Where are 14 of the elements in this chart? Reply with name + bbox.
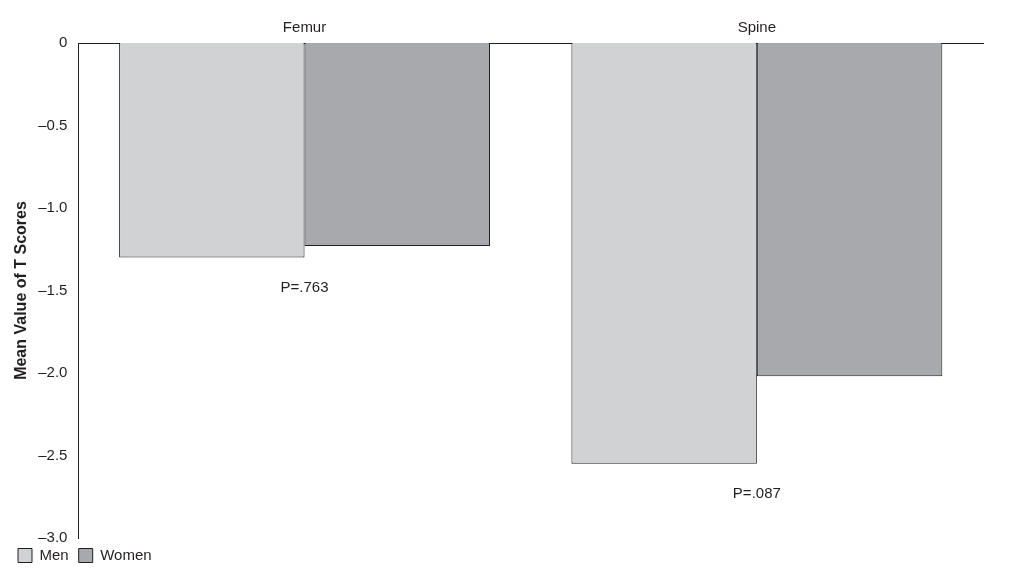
y-tick-label: –3.0 <box>38 528 68 546</box>
y-tick-label: –0.5 <box>38 115 68 133</box>
y-tick-label: –1.5 <box>38 280 68 298</box>
legend-label: Men <box>39 545 69 563</box>
y-tick-label: –2.5 <box>38 445 68 463</box>
x-tick-label: Femur <box>282 18 327 36</box>
y-tick-label: –2.0 <box>38 363 68 381</box>
annotation: P=.763 <box>280 277 329 295</box>
y-tick-label: –1.0 <box>38 198 68 216</box>
x-tick-label: Spine <box>737 18 777 36</box>
legend-label: Women <box>100 545 152 563</box>
annotation: P=.087 <box>732 483 781 501</box>
y-axis-title: Mean Value of T Scores <box>12 201 30 380</box>
y-tick-label: 0 <box>59 33 68 51</box>
